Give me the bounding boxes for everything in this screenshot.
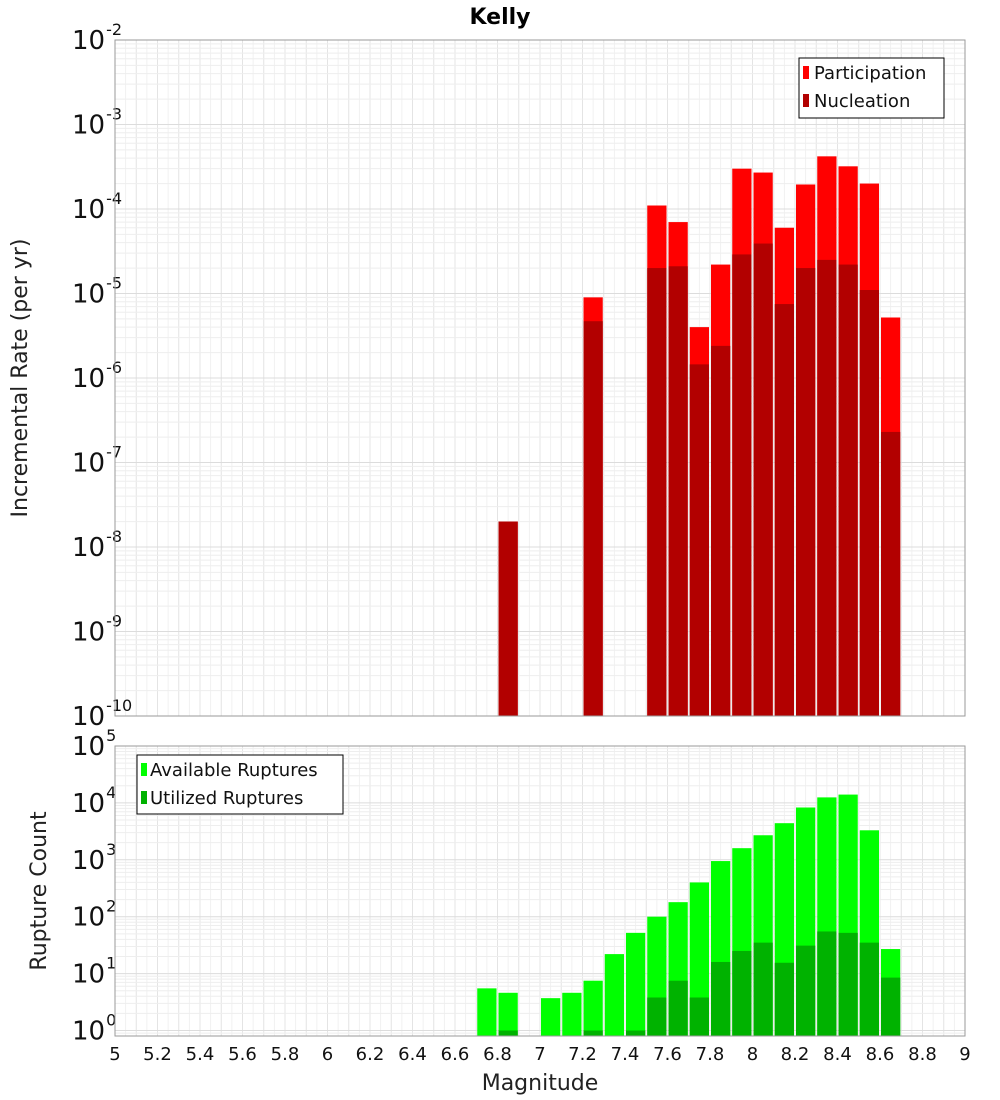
bottom-bar-utilized-ruptures: [583, 1030, 603, 1036]
x-tick-label: 8: [747, 1044, 758, 1065]
bottom-bar-utilized-ruptures: [859, 942, 879, 1036]
top-y-axis-title: Incremental Rate (per yr): [8, 239, 33, 518]
x-tick-label: 6.8: [483, 1044, 512, 1065]
bottom-y-axis-title: Rupture Count: [27, 811, 52, 971]
bottom-y-tick-labels: 100 101 102 103 104 105: [72, 726, 116, 1046]
x-tick-label: 9: [959, 1044, 970, 1065]
legend-swatch-nucleation: [803, 94, 809, 107]
bottom-bar-utilized-ruptures: [796, 945, 816, 1036]
x-tick-label: 8.8: [908, 1044, 937, 1065]
top-bar-nucleation: [583, 321, 603, 716]
x-tick-label: 8.4: [823, 1044, 852, 1065]
legend-label-utilized-ruptures: Utilized Ruptures: [150, 788, 303, 809]
chart-title: Kelly: [469, 5, 530, 30]
top-plot-border: [114, 39, 966, 717]
bottom-legend-box: [136, 754, 344, 815]
legend-swatch-available-ruptures: [141, 763, 147, 776]
x-tick-label: 8.6: [866, 1044, 895, 1065]
top-y-tick-label: 10-10: [72, 696, 132, 732]
bottom-bar-utilized-ruptures: [881, 977, 901, 1036]
bottom-legend: Available Ruptures Utilized Ruptures: [136, 754, 344, 815]
top-y-tick-label: 10-6: [72, 358, 122, 394]
top-bar-nucleation: [774, 304, 794, 716]
bottom-y-tick-label: 103: [72, 840, 116, 876]
legend-label-nucleation: Nucleation: [814, 91, 910, 112]
top-gridlines: [114, 39, 966, 717]
top-bar-nucleation: [668, 266, 688, 716]
x-tick-label: 6.6: [441, 1044, 470, 1065]
top-y-tick-labels: 10-10 10-9 10-8 10-7 10-6 10-5 10-4 10-3 10-2: [72, 20, 132, 732]
x-tick-label: 8.2: [781, 1044, 810, 1065]
bottom-bars: [477, 794, 901, 1036]
x-tick-label: 5.8: [271, 1044, 300, 1065]
x-tick-label: 5.6: [228, 1044, 257, 1065]
top-bar-nucleation: [689, 364, 709, 716]
x-tick-label: 7.6: [653, 1044, 682, 1065]
x-tick-label: 7.2: [568, 1044, 597, 1065]
bottom-bar-available-ruptures: [604, 954, 624, 1036]
top-bar-nucleation: [796, 268, 816, 716]
bottom-y-tick-label: 100: [72, 1010, 116, 1046]
top-bar-nucleation: [838, 264, 858, 716]
top-bar-nucleation: [498, 521, 518, 716]
x-tick-label: 7.8: [696, 1044, 725, 1065]
top-bar-nucleation: [817, 259, 837, 716]
top-bar-nucleation: [881, 431, 901, 716]
top-bar-nucleation: [859, 290, 879, 716]
top-y-tick-label: 10-7: [72, 443, 122, 479]
bottom-bar-utilized-ruptures: [647, 997, 667, 1036]
bottom-y-tick-label: 101: [72, 954, 116, 990]
bottom-bar-utilized-ruptures: [711, 961, 731, 1036]
bottom-bar-available-ruptures: [541, 998, 561, 1036]
bottom-bar-available-ruptures: [562, 992, 582, 1036]
bottom-bar-utilized-ruptures: [817, 931, 837, 1036]
top-y-tick-label: 10-4: [72, 189, 122, 225]
bottom-plot-border: [114, 745, 966, 1037]
legend-label-available-ruptures: Available Ruptures: [150, 760, 318, 781]
top-panel: 10-10 10-9 10-8 10-7 10-6 10-5 10-4 10-3 10-2 In…: [8, 20, 966, 732]
bottom-bar-utilized-ruptures: [774, 962, 794, 1036]
bottom-bar-available-ruptures: [626, 932, 646, 1036]
x-tick-labels: 5 5.2 5.4 5.6 5.8 6 6.2 6.4 6.6 6.8 7 7.2 7.4 7.6 7.8 8…: [109, 1044, 970, 1065]
top-y-tick-label: 10-5: [72, 274, 122, 310]
top-bar-nucleation: [711, 345, 731, 716]
top-y-tick-label: 10-3: [72, 105, 122, 141]
legend-swatch-participation: [803, 66, 809, 79]
top-bar-nucleation: [753, 243, 773, 716]
legend-label-participation: Participation: [814, 63, 926, 84]
bottom-bar-utilized-ruptures: [838, 932, 858, 1036]
bottom-bar-available-ruptures: [498, 992, 518, 1036]
top-y-tick-label: 10-8: [72, 527, 122, 563]
x-tick-label: 6: [322, 1044, 333, 1065]
x-tick-label: 5: [109, 1044, 120, 1065]
top-bar-nucleation: [647, 268, 667, 716]
bottom-bar-utilized-ruptures: [498, 1030, 518, 1036]
x-tick-label: 7: [534, 1044, 545, 1065]
top-bar-nucleation: [732, 254, 752, 716]
bottom-bar-utilized-ruptures: [689, 997, 709, 1036]
x-tick-label: 6.2: [356, 1044, 385, 1065]
x-tick-label: 7.4: [611, 1044, 640, 1065]
x-tick-label: 5.4: [186, 1044, 215, 1065]
top-bars: [498, 156, 901, 717]
x-tick-label: 5.2: [143, 1044, 172, 1065]
top-y-tick-label: 10-2: [72, 20, 122, 56]
top-legend: Participation Nucleation: [798, 57, 945, 119]
bottom-y-tick-label: 104: [72, 783, 116, 819]
top-legend-box: [798, 57, 945, 119]
legend-swatch-utilized-ruptures: [141, 791, 147, 804]
bottom-y-tick-label: 102: [72, 897, 116, 933]
top-y-tick-label: 10-9: [72, 612, 122, 648]
bottom-bar-utilized-ruptures: [753, 942, 773, 1036]
bottom-bar-utilized-ruptures: [626, 1030, 646, 1036]
bottom-y-tick-label: 105: [72, 726, 116, 762]
bottom-panel: 100 101 102 103 104 105 5 5.2 5.4 5.6 5.8 6 6.2 6.4 6…: [27, 726, 971, 1096]
x-axis-title: Magnitude: [482, 1071, 599, 1096]
bottom-bar-available-ruptures: [583, 980, 603, 1036]
bottom-bar-utilized-ruptures: [732, 950, 752, 1036]
bottom-bar-utilized-ruptures: [668, 980, 688, 1036]
x-tick-label: 6.4: [398, 1044, 427, 1065]
bottom-bar-available-ruptures: [477, 988, 497, 1036]
